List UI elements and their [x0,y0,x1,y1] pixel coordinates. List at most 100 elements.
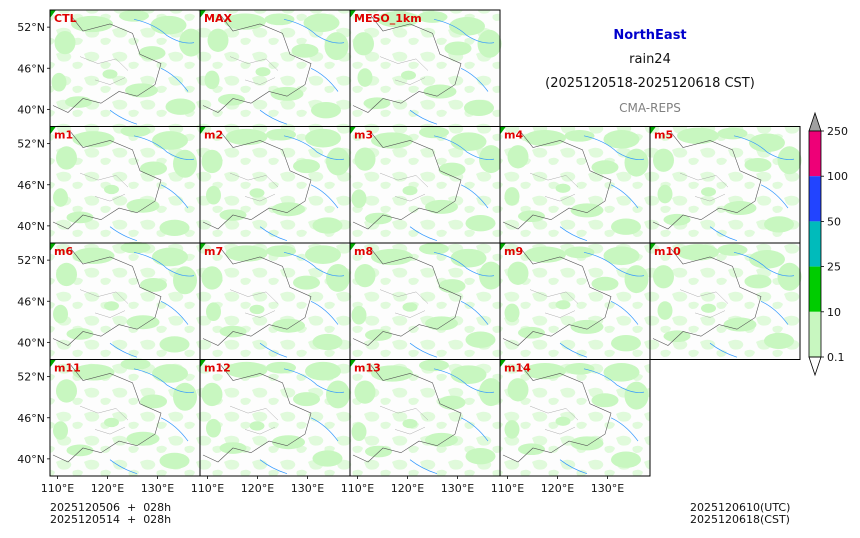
rain-area [266,245,296,257]
rain-area [449,16,485,36]
rain-area [564,246,595,259]
rain-area [591,393,619,408]
moderate-rain-patch [200,243,206,251]
rain-area [72,247,115,264]
rain-area [56,262,77,287]
rain-area [152,364,188,383]
panel-label: m4 [504,129,523,142]
country-border [652,248,762,346]
panel-label: MAX [204,12,232,25]
rain-area [125,83,158,98]
province-border [229,56,279,85]
rain-area [272,202,305,217]
moderate-rain-patch [50,359,56,368]
lat-tick-label: 46°N [17,412,45,425]
rain-area [663,330,691,343]
rain-area [701,187,716,197]
rain-area [249,421,265,431]
variable-title: rain24 [629,52,671,67]
rain-area [126,431,160,446]
rain-area [624,381,649,410]
panel-label: m7 [204,245,223,258]
rain-area [324,32,349,61]
rain-area [173,149,197,178]
lon-tick-label: 110°E [341,482,374,495]
province-border [79,405,129,435]
rain-area [266,361,296,374]
rain-area [653,148,674,172]
river [259,135,345,242]
river [559,135,645,242]
lat-tick-label: 40°N [17,453,45,466]
river [109,18,195,125]
rain-area [524,246,566,263]
moderate-rain-patch [350,359,356,368]
lon-tick-label: 120°E [241,482,274,495]
rain-area [504,420,520,439]
rain-area [201,266,223,290]
rain-area [53,421,68,440]
rain-area [159,452,190,470]
panel-m2: m2 [199,126,351,244]
rain-area [603,129,640,149]
country-border [202,248,312,346]
rain-area [570,436,604,451]
river [409,251,495,358]
rain-area [777,262,802,291]
panel-label: m12 [204,362,231,375]
rain-area [293,392,320,407]
province-border [79,172,129,202]
rain-area [611,451,641,468]
panel-m3: m3 [349,126,503,244]
moderate-rain-patch [500,359,506,368]
rain-area [450,132,487,151]
lat-tick-label: 52°N [17,371,45,384]
lon-tick-label: 130°E [591,482,624,495]
rain-area [402,418,418,429]
river [109,135,195,242]
colorbar-tick-label: 0.1 [827,351,845,364]
rain-area [351,305,367,325]
rain-area [303,13,340,33]
colorbar-frame [808,130,822,358]
rain-area [777,146,802,175]
period-title: (2025120518-2025120618 CST) [545,76,755,91]
rain-area [249,188,265,198]
panel-m5: m5 [649,126,802,244]
moderate-rain-patch [50,243,56,251]
rain-area [120,358,151,370]
river [709,135,795,242]
rain-area [204,70,220,90]
rain-area [365,212,392,225]
rain-area [363,97,391,110]
rain-area [555,300,571,310]
rain-area [365,329,392,341]
rain-area [570,203,604,218]
rain-area [173,382,197,411]
colorbar-tick-label: 100 [827,170,848,183]
rain-area [507,261,529,285]
rain-area [270,86,304,101]
rain-area [150,15,187,35]
panel-CTL: CTL [49,9,203,127]
rain-area [255,67,271,77]
rain-area [72,364,115,381]
river [259,368,345,475]
lat-tick-label: 52°N [17,138,45,151]
lat-tick-label: 52°N [17,254,45,267]
colorbar-segment [809,311,821,357]
rain-area [66,328,94,340]
province-border [529,289,579,318]
lon-tick-label: 110°E [191,482,224,495]
rain-area [264,13,295,26]
rain-area [570,319,604,334]
rain-area [152,131,188,150]
lat-tick-label: 40°N [17,103,45,116]
rain-area [201,382,223,407]
rain-area [53,304,68,324]
panel-m8: m8 [349,242,503,360]
country-border [352,248,462,346]
rain-area [53,188,68,207]
panel-label: m14 [504,362,531,375]
rain-area [624,148,649,177]
